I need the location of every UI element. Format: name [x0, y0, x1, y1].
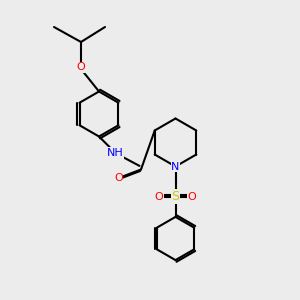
Text: S: S	[172, 190, 179, 203]
Text: O: O	[154, 191, 164, 202]
Text: NH: NH	[107, 148, 124, 158]
Text: N: N	[171, 161, 180, 172]
Text: O: O	[188, 191, 196, 202]
Text: O: O	[114, 173, 123, 184]
Text: O: O	[76, 62, 85, 73]
